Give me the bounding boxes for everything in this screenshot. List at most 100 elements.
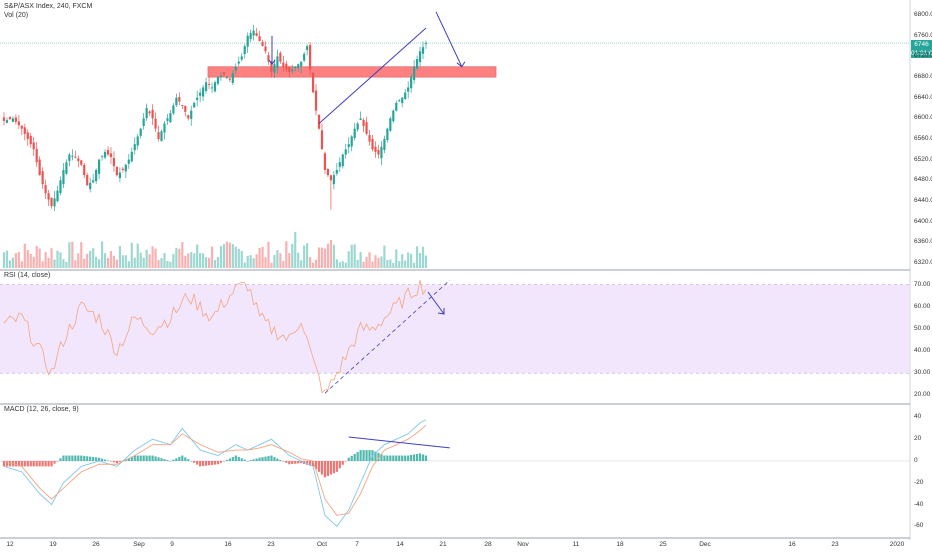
volume-bar bbox=[68, 242, 70, 268]
volume-bar bbox=[125, 255, 127, 268]
volume-bar bbox=[318, 247, 320, 268]
macd-histogram-bar bbox=[24, 461, 26, 466]
candle-body bbox=[250, 33, 252, 39]
volume-bar bbox=[80, 242, 82, 268]
price-axis-tick: 6520.00 bbox=[914, 156, 932, 163]
volume-bar bbox=[407, 252, 409, 268]
volume-bar bbox=[253, 258, 255, 268]
macd-histogram-bar bbox=[348, 458, 350, 461]
candle-body bbox=[163, 124, 165, 133]
candle-body bbox=[342, 154, 344, 166]
price-axis-tick: 6320.00 bbox=[914, 259, 932, 266]
macd-histogram-bar bbox=[98, 458, 100, 461]
macd-histogram-bar bbox=[154, 456, 156, 461]
candle-body bbox=[45, 185, 47, 193]
macd-histogram-bar bbox=[62, 456, 64, 461]
candle-body bbox=[276, 56, 278, 67]
candle-body bbox=[425, 43, 427, 44]
volume-bar bbox=[312, 262, 314, 268]
candle-body bbox=[371, 139, 373, 149]
volume-bar bbox=[291, 244, 293, 268]
candle-body bbox=[18, 121, 20, 125]
macd-histogram-bar bbox=[157, 457, 159, 461]
volume-bar bbox=[267, 242, 269, 268]
macd-histogram-bar bbox=[119, 461, 121, 462]
volume-bar bbox=[86, 254, 88, 268]
volume-bar bbox=[39, 249, 41, 268]
macd-histogram-bar bbox=[74, 456, 76, 461]
macd-histogram-bar bbox=[169, 461, 171, 462]
rsi-band bbox=[0, 285, 910, 374]
volume-bar bbox=[163, 253, 165, 268]
macd-histogram-bar bbox=[253, 459, 255, 461]
macd-histogram-bar bbox=[116, 461, 118, 463]
candle-body bbox=[24, 127, 26, 133]
macd-axis-tick: -20 bbox=[914, 479, 923, 486]
candle-body bbox=[50, 198, 52, 206]
volume-bar bbox=[101, 241, 103, 268]
candle-body bbox=[9, 117, 11, 119]
volume-bar bbox=[386, 260, 388, 268]
macd-histogram-bar bbox=[416, 454, 418, 461]
macd-histogram-bar bbox=[149, 456, 151, 461]
time-axis-tick: Nov bbox=[517, 541, 529, 548]
candle-body bbox=[178, 97, 180, 102]
macd-histogram-bar bbox=[86, 456, 88, 461]
volume-bar bbox=[211, 247, 213, 268]
macd-histogram-bar bbox=[80, 456, 82, 461]
volume-bar bbox=[59, 252, 61, 268]
candle-body bbox=[333, 175, 335, 184]
macd-histogram-bar bbox=[330, 461, 332, 475]
volume-bar bbox=[12, 258, 14, 268]
volume-bar bbox=[348, 251, 350, 268]
volume-bar bbox=[345, 263, 347, 268]
macd-histogram-bar bbox=[220, 461, 222, 463]
volume-bar bbox=[21, 261, 23, 268]
time-axis-tick: 16 bbox=[224, 541, 231, 548]
volume-bar bbox=[149, 254, 151, 268]
candle-body bbox=[288, 67, 290, 72]
macd-histogram-bar bbox=[223, 461, 225, 462]
volume-bar bbox=[365, 257, 367, 268]
candle-body bbox=[131, 152, 133, 162]
macd-histogram-bar bbox=[288, 461, 290, 464]
volume-bar bbox=[24, 244, 26, 268]
candle-body bbox=[62, 170, 64, 184]
macd-histogram-bar bbox=[294, 461, 296, 464]
macd-axis-tick: -60 bbox=[914, 522, 923, 529]
macd-histogram-bar bbox=[256, 459, 258, 461]
macd-histogram-bar bbox=[276, 458, 278, 461]
volume-bar bbox=[154, 249, 156, 268]
volume-bar bbox=[362, 262, 364, 268]
macd-divergence-line bbox=[349, 437, 450, 448]
macd-histogram-bar bbox=[357, 452, 359, 461]
macd-histogram-bar bbox=[172, 460, 174, 461]
volume-bar bbox=[157, 260, 159, 268]
volume-bar bbox=[151, 246, 153, 268]
price-axis-tick: 6680.00 bbox=[914, 73, 932, 80]
volume-bar bbox=[205, 257, 207, 268]
candle-body bbox=[27, 132, 29, 139]
volume-bar bbox=[190, 252, 192, 268]
volume-bar bbox=[327, 244, 329, 268]
macd-histogram-bar bbox=[27, 461, 29, 466]
macd-histogram-bar bbox=[324, 461, 326, 477]
candle-body bbox=[12, 118, 14, 121]
volume-bar bbox=[371, 262, 373, 268]
macd-histogram-bar bbox=[321, 461, 323, 475]
volume-bar bbox=[217, 257, 219, 268]
macd-histogram-bar bbox=[56, 461, 58, 462]
candle-body bbox=[235, 67, 237, 71]
macd-histogram-bar bbox=[270, 456, 272, 461]
volume-bar bbox=[336, 259, 338, 268]
macd-histogram-bar bbox=[163, 459, 165, 461]
candle-body bbox=[113, 158, 115, 166]
macd-histogram-bar bbox=[419, 453, 421, 461]
candle-body bbox=[386, 129, 388, 140]
volume-bar bbox=[282, 261, 284, 268]
candle-body bbox=[401, 98, 403, 103]
candle-body bbox=[282, 63, 284, 67]
macd-histogram-bar bbox=[59, 458, 61, 461]
macd-histogram-bar bbox=[199, 461, 201, 466]
time-axis-tick: 14 bbox=[396, 541, 403, 548]
